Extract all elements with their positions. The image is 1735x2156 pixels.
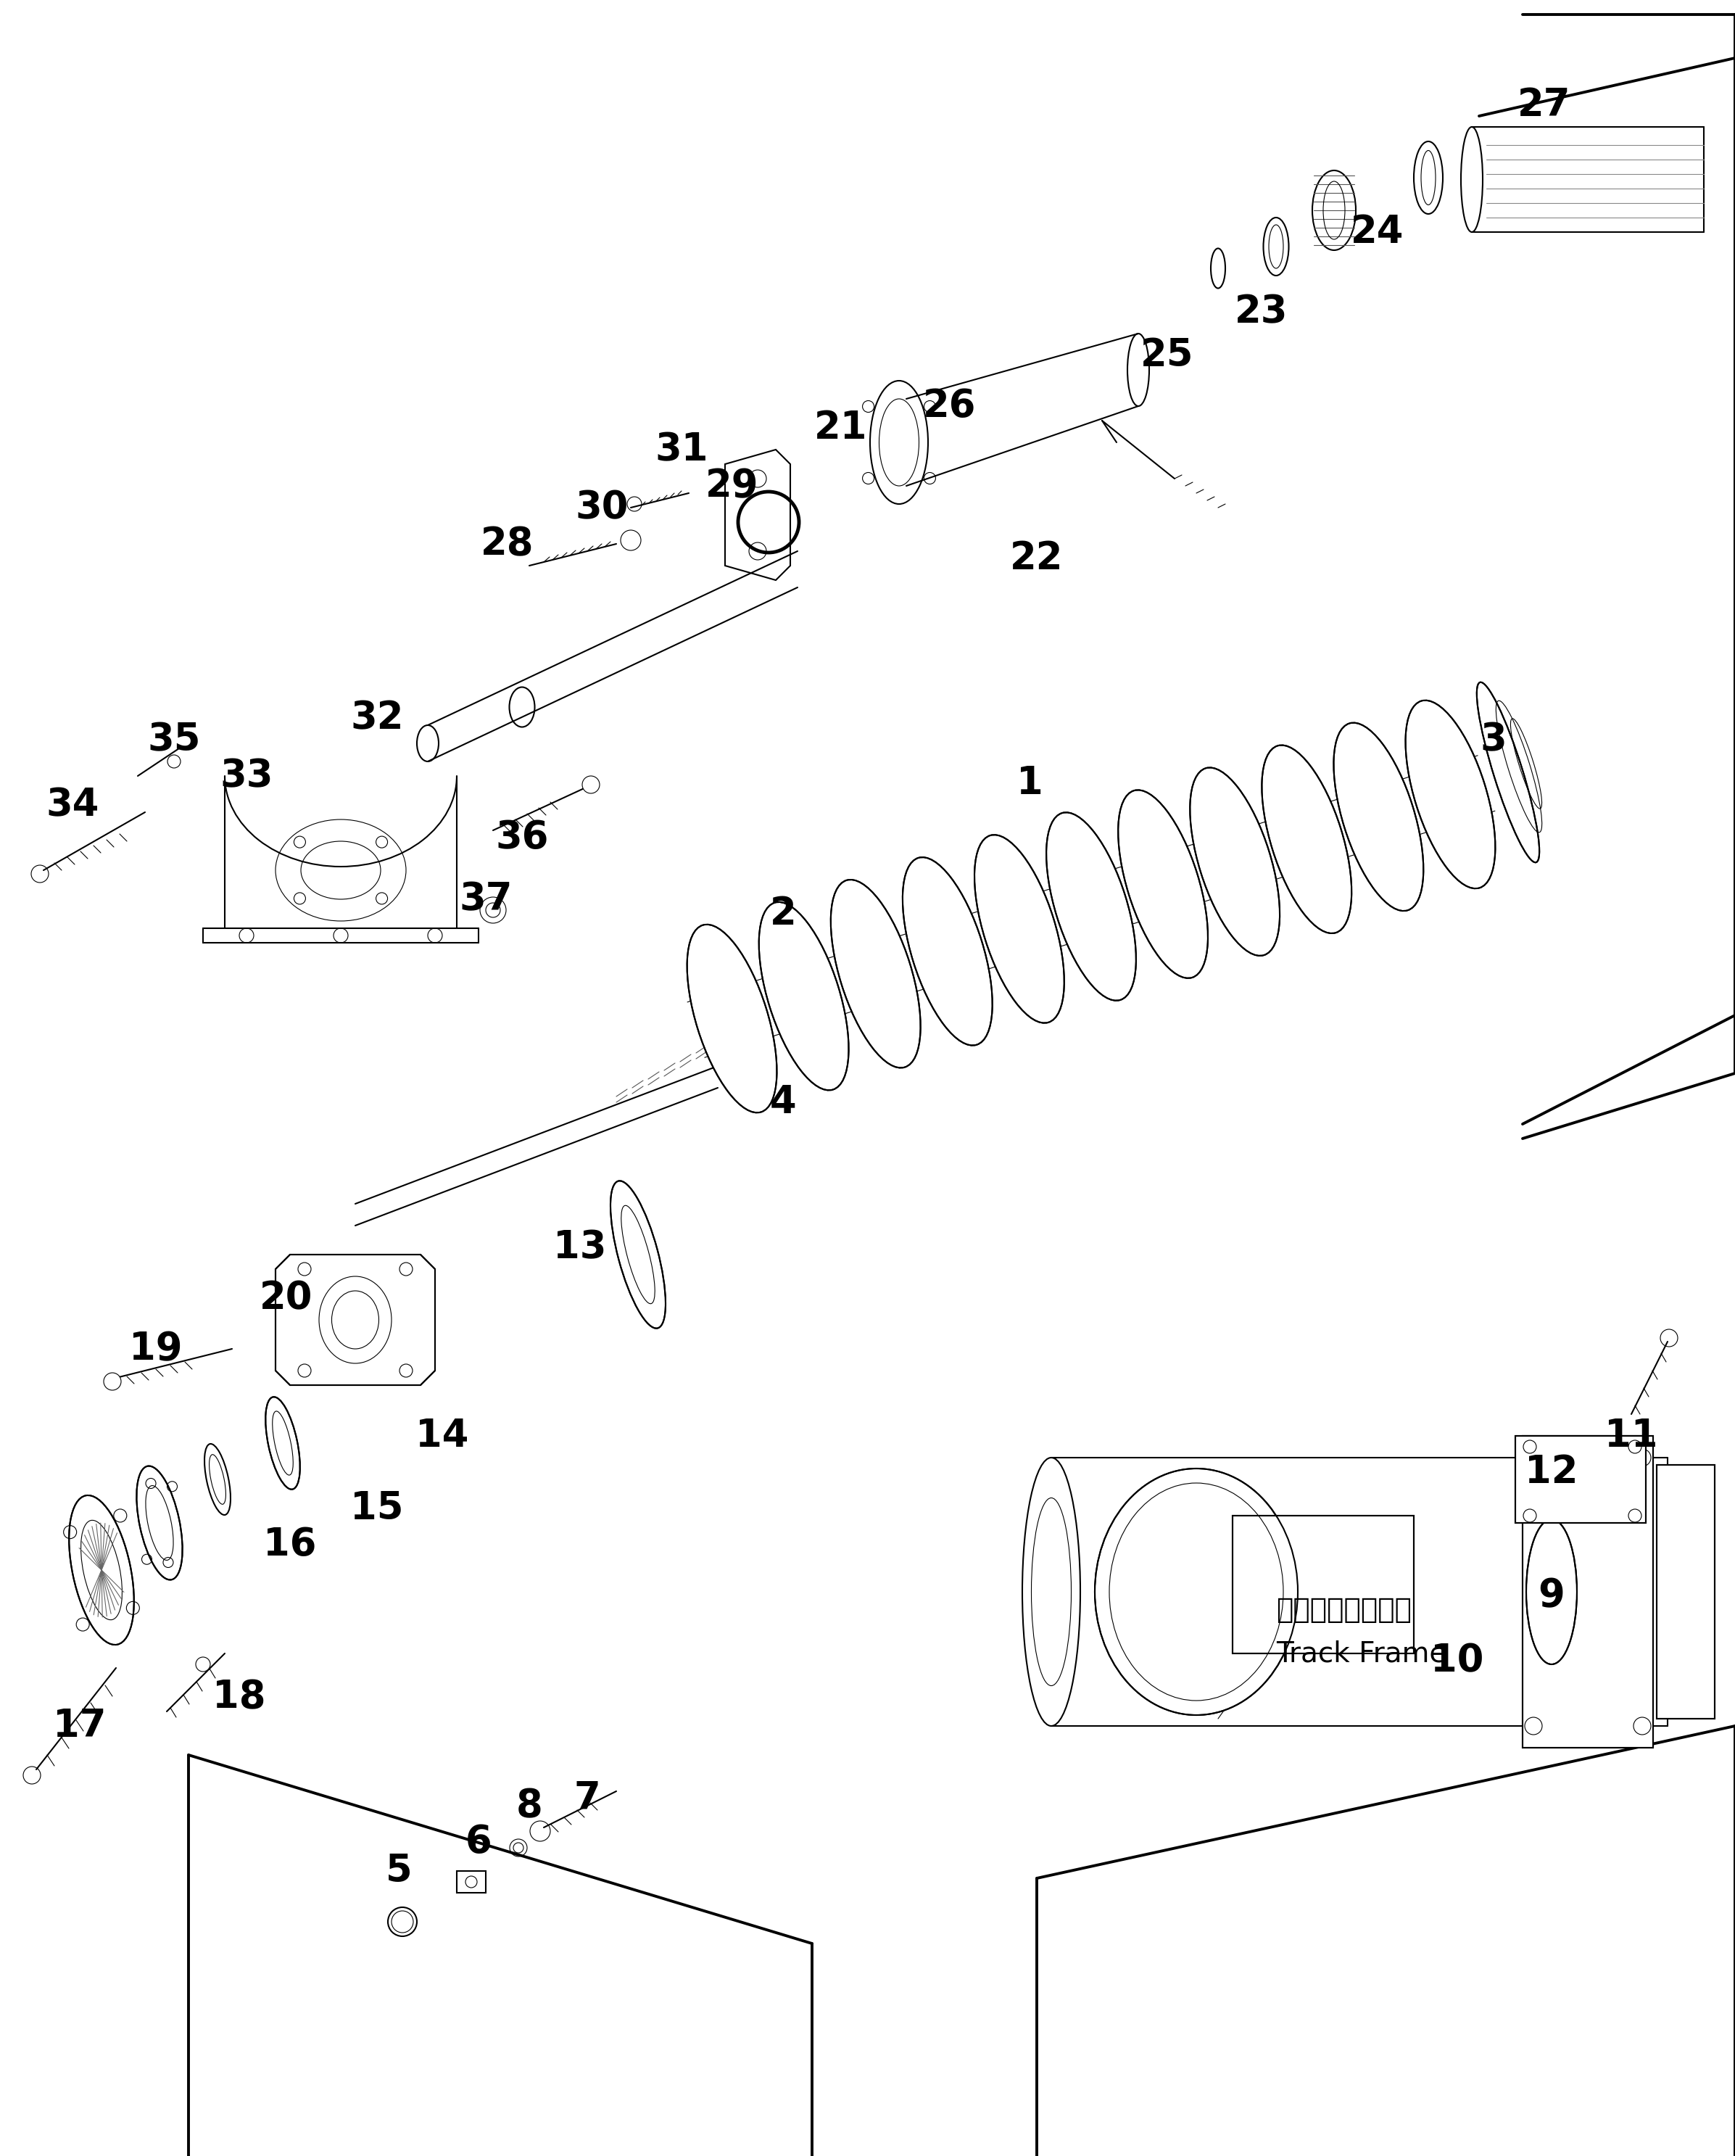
- Text: 33: 33: [220, 757, 272, 796]
- Circle shape: [621, 530, 640, 550]
- Text: 28: 28: [481, 526, 534, 563]
- Text: 7: 7: [574, 1779, 600, 1818]
- Bar: [1523, 1436, 1653, 1749]
- Bar: [1515, 1436, 1647, 1522]
- Ellipse shape: [265, 1397, 300, 1490]
- Bar: [1232, 1516, 1414, 1654]
- Text: 22: 22: [1010, 539, 1064, 578]
- Ellipse shape: [1261, 746, 1352, 934]
- Circle shape: [104, 1373, 121, 1391]
- Text: 18: 18: [213, 1677, 265, 1716]
- Text: 15: 15: [350, 1490, 404, 1526]
- Text: 25: 25: [1140, 336, 1194, 375]
- Ellipse shape: [1095, 1468, 1298, 1714]
- Text: トラックフレーム: トラックフレーム: [1275, 1595, 1412, 1623]
- Ellipse shape: [1190, 768, 1280, 955]
- Polygon shape: [276, 1255, 435, 1384]
- Text: 8: 8: [515, 1787, 543, 1824]
- Bar: [1523, 1436, 1653, 1749]
- Text: 11: 11: [1605, 1416, 1659, 1455]
- Bar: [1515, 1436, 1647, 1522]
- Text: 6: 6: [465, 1824, 491, 1861]
- Ellipse shape: [1117, 789, 1208, 979]
- Text: 14: 14: [416, 1416, 468, 1455]
- Text: 24: 24: [1352, 213, 1404, 250]
- Ellipse shape: [1476, 681, 1539, 862]
- Text: 23: 23: [1235, 293, 1287, 330]
- Text: 34: 34: [45, 787, 99, 824]
- Bar: [1657, 1464, 1714, 1718]
- Ellipse shape: [758, 901, 848, 1091]
- Ellipse shape: [902, 858, 992, 1046]
- Text: 16: 16: [264, 1526, 318, 1563]
- Text: 27: 27: [1518, 86, 1570, 125]
- Text: 20: 20: [260, 1279, 312, 1317]
- Ellipse shape: [831, 880, 921, 1067]
- Text: 17: 17: [54, 1708, 106, 1744]
- Text: Track Frame: Track Frame: [1275, 1641, 1447, 1667]
- Text: 31: 31: [654, 431, 708, 468]
- Text: 5: 5: [385, 1852, 411, 1891]
- Ellipse shape: [1527, 1520, 1577, 1664]
- Ellipse shape: [975, 834, 1064, 1022]
- Ellipse shape: [69, 1496, 134, 1645]
- Text: 36: 36: [496, 819, 548, 856]
- Text: 26: 26: [923, 388, 977, 425]
- Ellipse shape: [1405, 701, 1496, 888]
- Ellipse shape: [137, 1466, 182, 1580]
- Ellipse shape: [687, 925, 777, 1112]
- Text: 32: 32: [350, 699, 404, 737]
- Text: 4: 4: [770, 1084, 796, 1121]
- Circle shape: [168, 755, 180, 768]
- Ellipse shape: [1334, 722, 1423, 910]
- Circle shape: [583, 776, 600, 793]
- Bar: [1232, 1516, 1414, 1654]
- Text: 10: 10: [1431, 1643, 1483, 1680]
- Ellipse shape: [611, 1181, 666, 1328]
- Text: 2: 2: [770, 895, 796, 934]
- Text: 19: 19: [128, 1330, 182, 1367]
- Text: 29: 29: [706, 468, 758, 505]
- Text: 1: 1: [1017, 765, 1043, 802]
- Ellipse shape: [869, 382, 928, 505]
- Text: 30: 30: [576, 489, 628, 526]
- Text: 12: 12: [1525, 1453, 1579, 1492]
- Bar: [1657, 1464, 1714, 1718]
- Text: 9: 9: [1539, 1576, 1565, 1615]
- Text: 3: 3: [1480, 720, 1508, 759]
- Text: 21: 21: [814, 410, 868, 446]
- Text: 35: 35: [147, 720, 201, 759]
- Text: 37: 37: [460, 880, 512, 918]
- Ellipse shape: [1046, 813, 1136, 1000]
- Bar: [456, 1871, 486, 1893]
- Text: 13: 13: [553, 1229, 607, 1266]
